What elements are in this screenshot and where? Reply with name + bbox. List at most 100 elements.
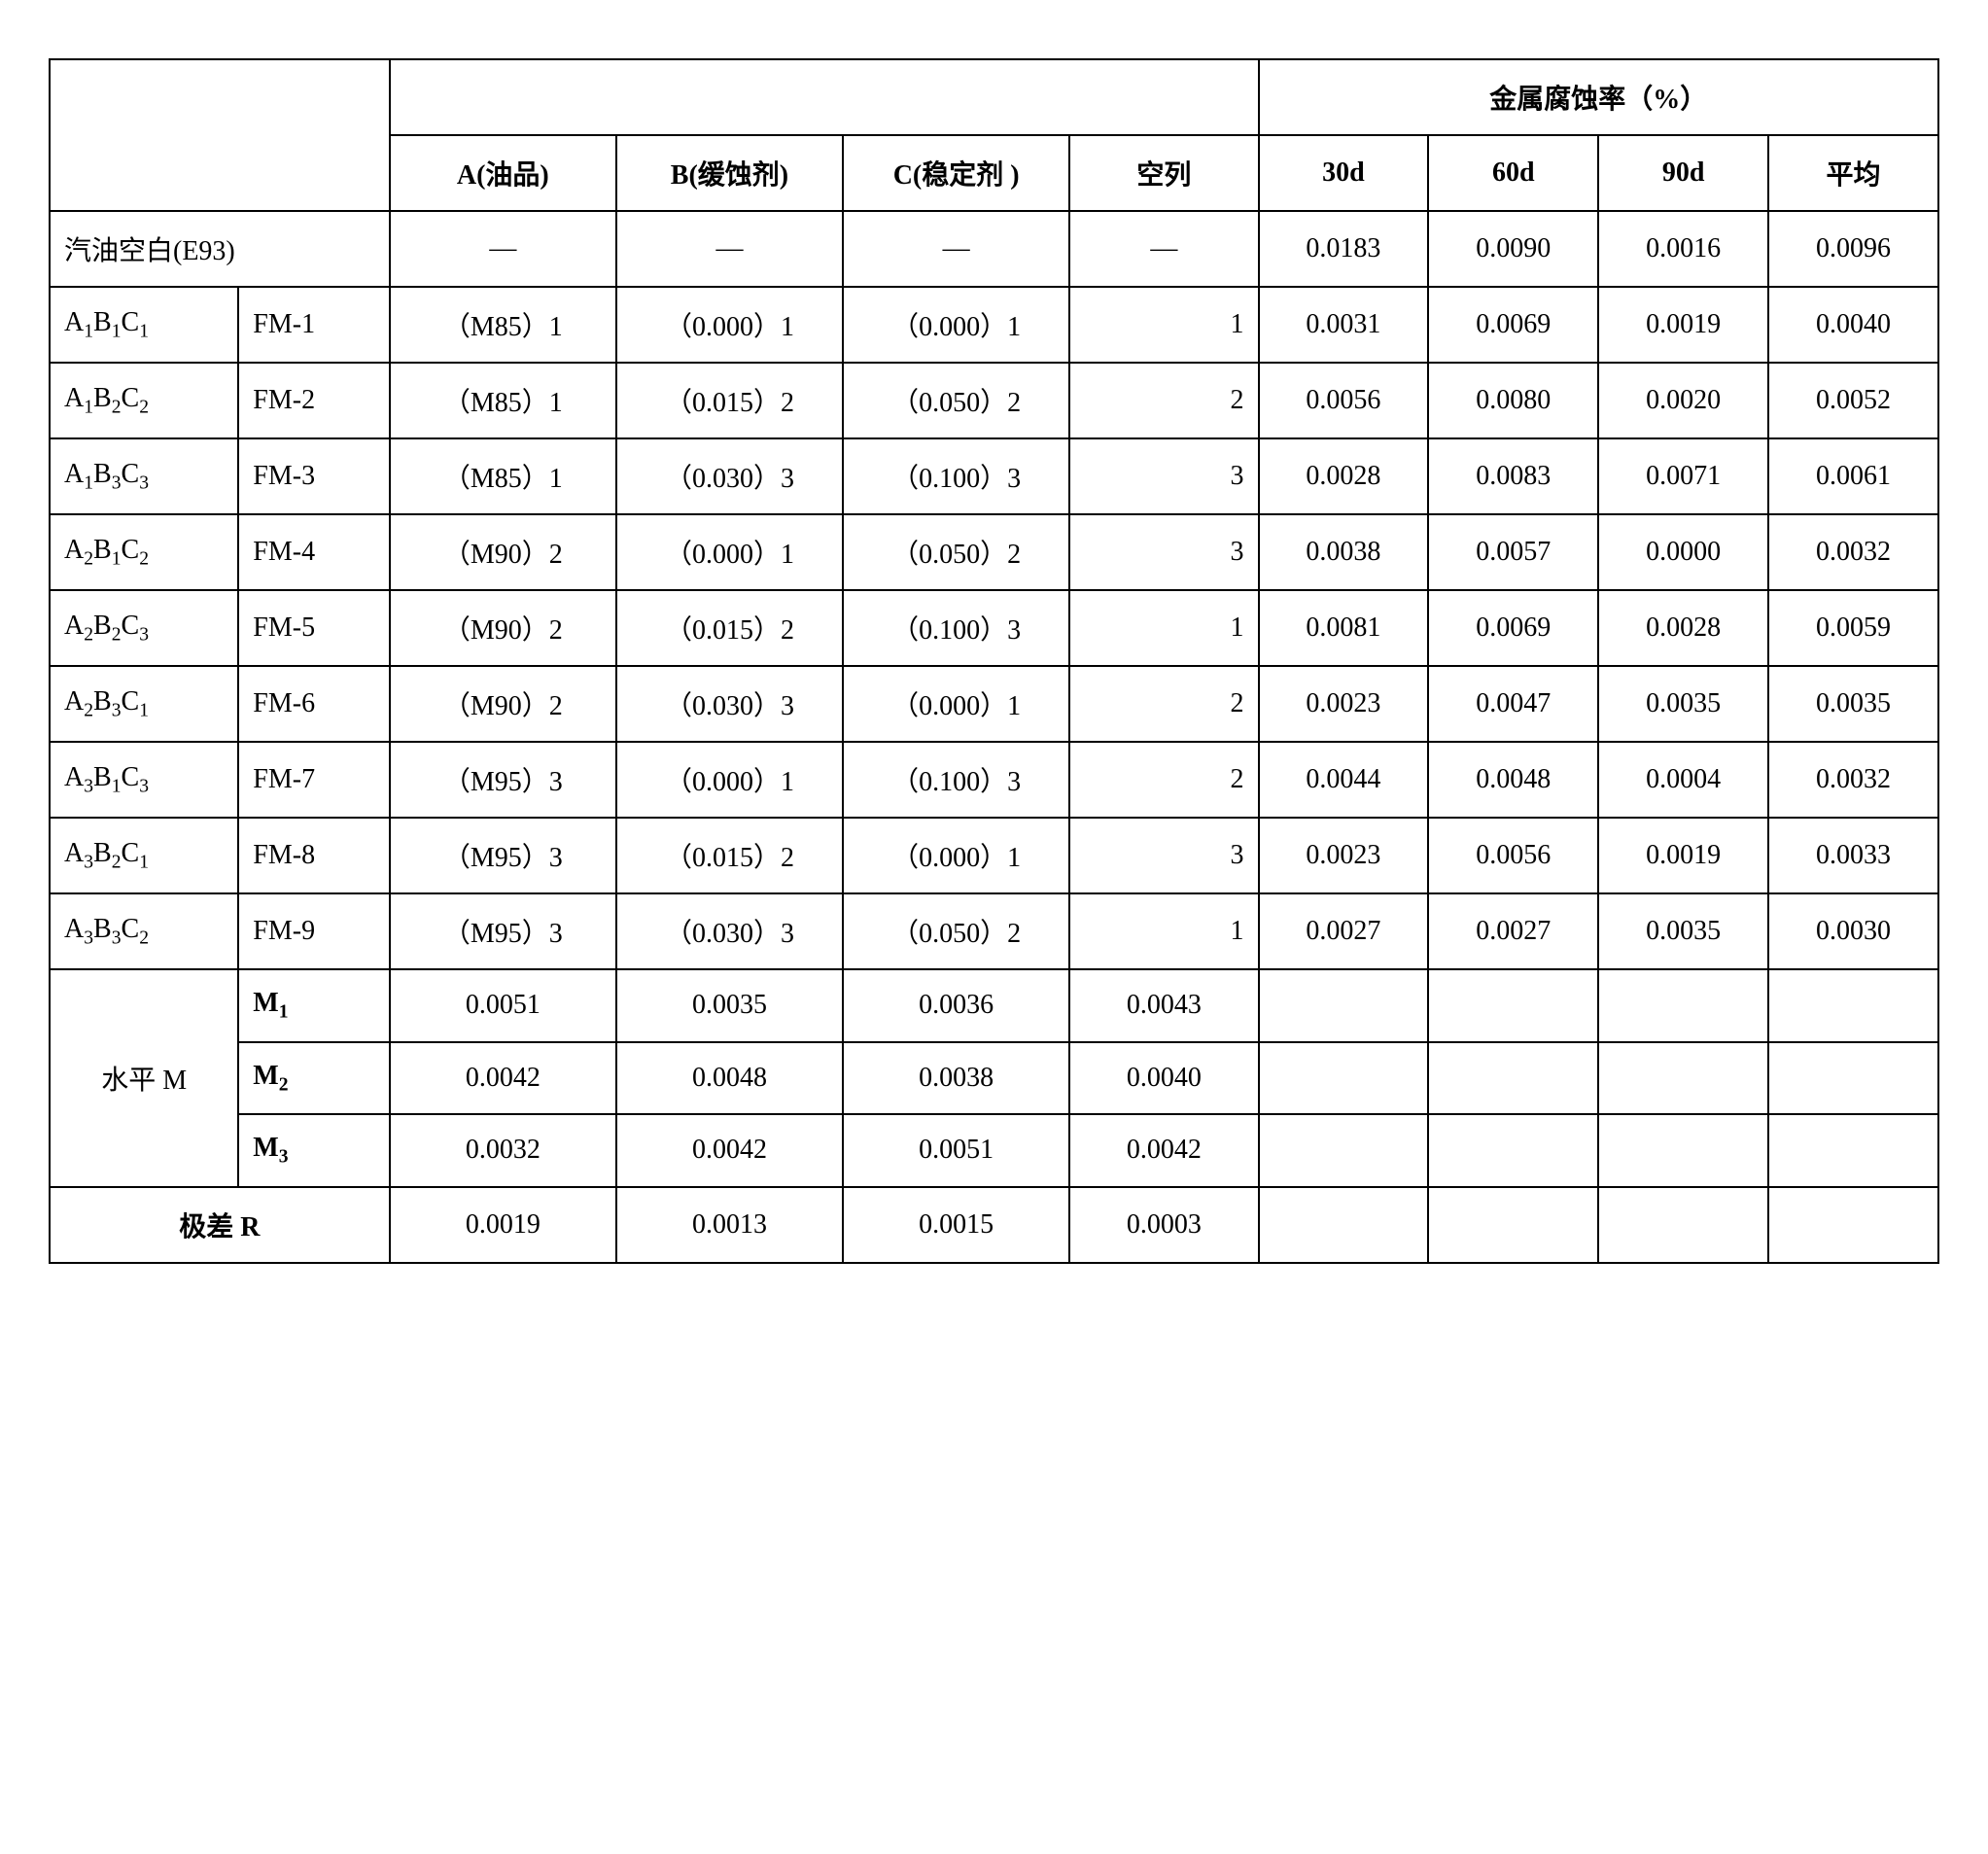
row-blank: 汽油空白(E93) — — — — 0.0183 0.0090 0.0016 0… [50, 211, 1938, 287]
row-code: A1B2C2 [50, 363, 238, 438]
row-60d: 0.0027 [1428, 893, 1598, 969]
row-60d: 0.0080 [1428, 363, 1598, 438]
table-row: A1B1C1FM-1（M85）1（0.000）1（0.000）110.00310… [50, 287, 1938, 363]
row-b: （0.000）1 [616, 287, 843, 363]
row-b: （0.000）1 [616, 742, 843, 818]
row-a: （M95）3 [390, 742, 616, 818]
row-c: （0.100）3 [843, 590, 1069, 666]
row-b: （0.015）2 [616, 818, 843, 893]
m1-b: 0.0035 [616, 969, 843, 1042]
row-90d: 0.0028 [1598, 590, 1768, 666]
row-b: （0.000）1 [616, 514, 843, 590]
blank-avg: 0.0096 [1768, 211, 1938, 287]
blank-90d: 0.0016 [1598, 211, 1768, 287]
col-30d-header: 30d [1259, 135, 1429, 211]
col-empty-header: 空列 [1069, 135, 1258, 211]
row-30d: 0.0044 [1259, 742, 1429, 818]
row-empty: 2 [1069, 363, 1258, 438]
row-fm: FM-6 [238, 666, 389, 742]
row-30d: 0.0023 [1259, 666, 1429, 742]
header-factors-span [390, 59, 1259, 135]
row-fm: FM-5 [238, 590, 389, 666]
row-b: （0.030）3 [616, 893, 843, 969]
row-30d: 0.0023 [1259, 818, 1429, 893]
row-fm: FM-9 [238, 893, 389, 969]
row-avg: 0.0030 [1768, 893, 1938, 969]
m1-c: 0.0036 [843, 969, 1069, 1042]
row-code: A1B1C1 [50, 287, 238, 363]
row-90d: 0.0004 [1598, 742, 1768, 818]
row-90d: 0.0019 [1598, 287, 1768, 363]
row-a: （M90）2 [390, 514, 616, 590]
row-30d: 0.0038 [1259, 514, 1429, 590]
header-metal-corrosion: 金属腐蚀率（%） [1259, 59, 1939, 135]
row-code: A3B3C2 [50, 893, 238, 969]
blank-c: — [843, 211, 1069, 287]
m1-60d [1428, 969, 1598, 1042]
row-avg: 0.0032 [1768, 742, 1938, 818]
header-row-1: 金属腐蚀率（%） [50, 59, 1938, 135]
row-empty: 3 [1069, 438, 1258, 514]
row-a: （M95）3 [390, 893, 616, 969]
row-fm: FM-4 [238, 514, 389, 590]
row-c: （0.000）1 [843, 818, 1069, 893]
row-c: （0.100）3 [843, 742, 1069, 818]
col-avg-header: 平均 [1768, 135, 1938, 211]
row-empty: 2 [1069, 742, 1258, 818]
row-60d: 0.0069 [1428, 590, 1598, 666]
table-row: A3B1C3FM-7（M95）3（0.000）1（0.100）320.00440… [50, 742, 1938, 818]
row-60d: 0.0057 [1428, 514, 1598, 590]
table-row: A3B2C1FM-8（M95）3（0.015）2（0.000）130.00230… [50, 818, 1938, 893]
m3-empty: 0.0042 [1069, 1114, 1258, 1187]
row-avg: 0.0035 [1768, 666, 1938, 742]
m1-empty: 0.0043 [1069, 969, 1258, 1042]
row-90d: 0.0019 [1598, 818, 1768, 893]
row-60d: 0.0048 [1428, 742, 1598, 818]
row-60d: 0.0083 [1428, 438, 1598, 514]
range-r-c: 0.0015 [843, 1187, 1069, 1263]
m1-90d [1598, 969, 1768, 1042]
col-b-header: B(缓蚀剂) [616, 135, 843, 211]
row-a: （M85）1 [390, 287, 616, 363]
row-empty: 3 [1069, 514, 1258, 590]
row-60d: 0.0069 [1428, 287, 1598, 363]
row-avg: 0.0033 [1768, 818, 1938, 893]
range-r-label: 极差 R [50, 1187, 390, 1263]
row-b: （0.030）3 [616, 666, 843, 742]
header-blank-corner [50, 59, 390, 211]
m3-b: 0.0042 [616, 1114, 843, 1187]
blank-empty: — [1069, 211, 1258, 287]
row-b: （0.030）3 [616, 438, 843, 514]
row-m1: 水平 M M1 0.0051 0.0035 0.0036 0.0043 [50, 969, 1938, 1042]
row-b: （0.015）2 [616, 590, 843, 666]
row-empty: 3 [1069, 818, 1258, 893]
range-r-a: 0.0019 [390, 1187, 616, 1263]
row-range-r: 极差 R 0.0019 0.0013 0.0015 0.0003 [50, 1187, 1938, 1263]
row-avg: 0.0059 [1768, 590, 1938, 666]
row-30d: 0.0031 [1259, 287, 1429, 363]
m2-a: 0.0042 [390, 1042, 616, 1115]
row-a: （M85）1 [390, 363, 616, 438]
row-avg: 0.0061 [1768, 438, 1938, 514]
row-fm: FM-1 [238, 287, 389, 363]
row-avg: 0.0040 [1768, 287, 1938, 363]
col-c-header: C(稳定剂 ) [843, 135, 1069, 211]
row-c: （0.000）1 [843, 666, 1069, 742]
row-90d: 0.0035 [1598, 893, 1768, 969]
row-30d: 0.0028 [1259, 438, 1429, 514]
row-c: （0.000）1 [843, 287, 1069, 363]
m1-a: 0.0051 [390, 969, 616, 1042]
level-m-label: 水平 M [50, 969, 238, 1187]
row-code: A2B2C3 [50, 590, 238, 666]
row-30d: 0.0081 [1259, 590, 1429, 666]
row-a: （M95）3 [390, 818, 616, 893]
m3-c: 0.0051 [843, 1114, 1069, 1187]
m1-label: M1 [238, 969, 389, 1042]
row-code: A2B3C1 [50, 666, 238, 742]
m1-avg [1768, 969, 1938, 1042]
row-avg: 0.0032 [1768, 514, 1938, 590]
col-a-header: A(油品) [390, 135, 616, 211]
row-m3: M3 0.0032 0.0042 0.0051 0.0042 [50, 1114, 1938, 1187]
col-60d-header: 60d [1428, 135, 1598, 211]
row-a: （M90）2 [390, 590, 616, 666]
